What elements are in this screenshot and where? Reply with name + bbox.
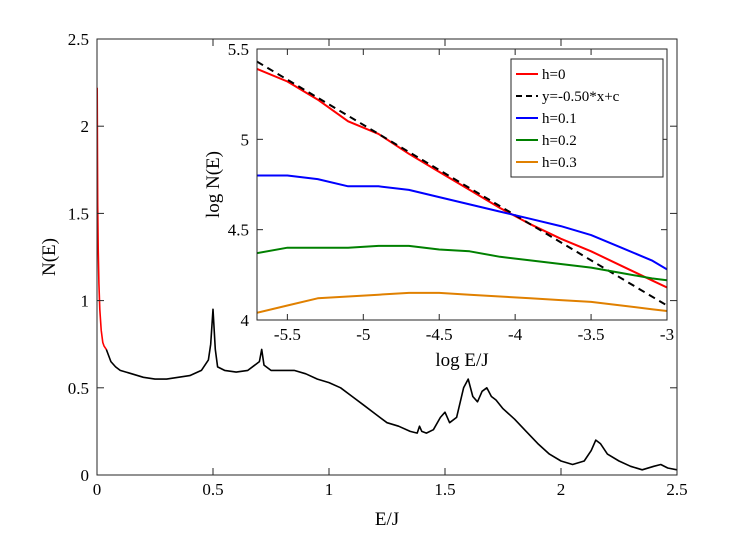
inset-ytick-label-1: 4.5 (228, 221, 249, 240)
inset-ytick-label-0: 4 (241, 311, 250, 330)
main-xtick-label-1: 0.5 (202, 480, 223, 499)
inset-ylabel: log N(E) (203, 151, 224, 218)
main-xlabel: E/J (375, 509, 399, 530)
inset-legend-label-3: h=0.2 (542, 133, 577, 149)
main-xtick-label-0: 0 (93, 480, 102, 499)
inset-legend: h=0 y=-0.50*x+c h=0.1 h=0.2 h=0.3 (510, 58, 664, 178)
main-xtick-label-5: 2.5 (666, 480, 687, 499)
main-xtick-label-4: 2 (557, 480, 566, 499)
inset-legend-label-2: h=0.1 (542, 111, 577, 127)
main-ylabel: N(E) (39, 238, 60, 276)
inset-xtick-label-4: -3.5 (578, 325, 605, 344)
main-xtick-label-2: 1 (325, 480, 334, 499)
inset-xlabel: log E/J (435, 350, 488, 371)
inset-series-1 (257, 60, 667, 307)
inset-ytick-label-2: 5 (241, 130, 250, 149)
inset-xtick-label-0: -5.5 (274, 325, 301, 344)
main-series-1 (97, 87, 107, 350)
inset-xtick-label-5: -3 (660, 325, 674, 344)
main-ytick-label-3: 1.5 (68, 204, 89, 223)
inset-xtick-label-3: -4 (508, 325, 523, 344)
main-ytick-label-0: 0 (81, 466, 90, 485)
inset-xtick-label-2: -4.5 (426, 325, 453, 344)
inset-xtick-label-1: -5 (356, 325, 370, 344)
inset-axes-frame (256, 48, 668, 321)
inset-axes: -5.5 -5 -4.5 -4 -3.5 -3 4 4.5 5 5.5 log E/J log N(E… (203, 40, 674, 371)
main-axes: 0 0.5 1 1.5 2 2.5 0 0.5 1 1.5 2 2.5 E/J N(E) (39, 30, 688, 530)
inset-series-4 (257, 291, 667, 314)
inset-series-0 (257, 67, 667, 289)
main-ytick-label-2: 1 (81, 292, 90, 311)
main-ytick-label-5: 2.5 (68, 30, 89, 49)
inset-series-3 (257, 244, 667, 282)
main-xtick-label-3: 1.5 (434, 480, 455, 499)
inset-legend-label-4: h=0.3 (542, 155, 577, 171)
inset-legend-label-0: h=0 (542, 67, 565, 83)
inset-series-2 (257, 174, 667, 271)
main-series-0 (105, 308, 677, 471)
main-axes-frame (96, 38, 678, 476)
inset-ytick-label-3: 5.5 (228, 40, 249, 59)
main-ytick-label-1: 0.5 (68, 379, 89, 398)
inset-legend-label-1: y=-0.50*x+c (542, 89, 620, 105)
main-ytick-label-4: 2 (81, 117, 90, 136)
